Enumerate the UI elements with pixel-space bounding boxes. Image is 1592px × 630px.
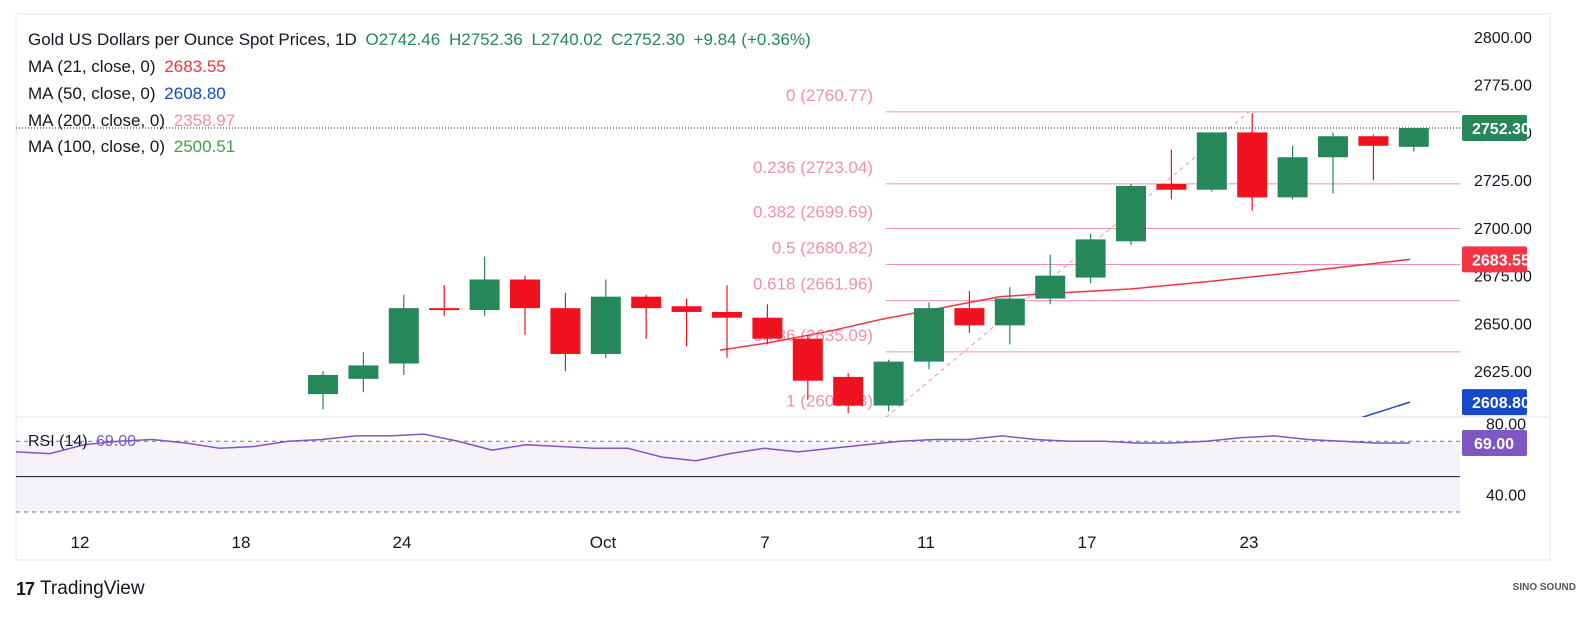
- candle-down: [671, 306, 702, 312]
- ma50-line: [1360, 401, 1411, 417]
- candle-up: [873, 361, 904, 406]
- price-axis-tick: 2800.00: [1474, 30, 1532, 47]
- rsi-axis-tick: 40.00: [1486, 487, 1526, 504]
- ma50-legend[interactable]: MA (50, close, 0) 2608.80: [28, 84, 230, 104]
- candle-up: [388, 308, 419, 364]
- rsi-line: [15, 433, 1410, 462]
- price-tag-label: 2752.30: [1472, 121, 1530, 138]
- symbol-title: Gold US Dollars per Ounce Spot Prices, 1…: [28, 30, 357, 49]
- candle-down: [712, 311, 742, 318]
- price-axis-tick: 2725.00: [1474, 173, 1532, 190]
- rsi-label: RSI (14): [28, 433, 88, 450]
- tradingview-logo-icon: 17: [16, 578, 35, 599]
- time-axis-tick: 18: [232, 533, 251, 552]
- candles-group: [308, 113, 1429, 414]
- candle-down: [792, 338, 823, 381]
- price-axis-tick: 2650.00: [1474, 316, 1532, 333]
- ohlc-change: +9.84 (+0.36%): [693, 30, 811, 49]
- candle-up: [1075, 239, 1106, 278]
- ma50-value: 2608.80: [164, 84, 226, 103]
- ohlc-high: H2752.36: [448, 30, 523, 49]
- candle-down: [1358, 136, 1389, 146]
- chart-frame: [15, 13, 1551, 561]
- ma21-value: 2683.55: [164, 57, 226, 76]
- candle-down: [510, 279, 540, 309]
- ma200-legend[interactable]: MA (200, close, 0) 2358.97: [28, 111, 239, 131]
- ma21-line: [719, 258, 1411, 351]
- fib-group: 0 (2760.77) 0.236 (2723.04) 0.382 (2699.69…: [719, 86, 1460, 417]
- candle-down: [1237, 132, 1268, 198]
- candle-up: [1398, 128, 1429, 147]
- candle-down: [833, 376, 864, 406]
- candle-down: [631, 296, 662, 309]
- candle-up: [914, 308, 944, 362]
- time-axis-tick: 12: [71, 533, 90, 552]
- candle-down: [550, 308, 581, 354]
- fib-level-label: 0.236 (2723.04): [753, 158, 873, 177]
- candle-up: [348, 365, 379, 379]
- symbol-header: Gold US Dollars per Ounce Spot Prices, 1…: [28, 30, 815, 50]
- candle-down: [752, 317, 783, 339]
- brand-name: TradingView: [40, 578, 145, 599]
- candle-up: [1116, 185, 1146, 242]
- candle-up: [1196, 132, 1227, 190]
- fib-level-label: 0 (2760.77): [786, 86, 873, 105]
- ma50-label: MA (50, close, 0): [28, 84, 156, 103]
- price-tag: [1462, 389, 1527, 416]
- candle-up: [1277, 157, 1308, 198]
- rsi-tag-label: 69.00: [1474, 436, 1514, 453]
- time-axis-tick: 7: [760, 533, 769, 552]
- rsi-axis-tick: 80.00: [1486, 417, 1526, 434]
- time-axis-tick: 17: [1078, 533, 1097, 552]
- ma21-label: MA (21, close, 0): [28, 57, 156, 76]
- candle-down: [429, 308, 460, 311]
- candle-up: [1318, 136, 1348, 158]
- ma100-value: 2500.51: [173, 137, 236, 156]
- candle-up: [469, 279, 500, 311]
- price-axis-tick: 2775.00: [1474, 78, 1532, 95]
- fib-level-label: 0.618 (2661.96): [753, 275, 873, 294]
- candle-down: [954, 308, 985, 326]
- candle-up: [308, 374, 338, 395]
- price-tag: [1462, 246, 1527, 273]
- fib-level-label: 0.382 (2699.69): [753, 203, 873, 222]
- ma100-legend[interactable]: MA (100, close, 0) 2500.51: [28, 137, 239, 157]
- fib-level-label: 0.5 (2680.82): [772, 239, 873, 258]
- time-axis-tick: Oct: [590, 533, 617, 552]
- price-tag: [1462, 115, 1527, 142]
- price-tag-label: 2608.80: [1472, 395, 1530, 412]
- rsi-value: 69.00: [96, 433, 137, 450]
- time-axis-tick: 24: [393, 533, 412, 552]
- ohlc-close: C2752.30: [611, 30, 685, 49]
- rsi-tag: [1462, 430, 1527, 456]
- ma200-value: 2358.97: [173, 111, 236, 130]
- price-axis-tick: 2700.00: [1474, 221, 1532, 238]
- ma200-label: MA (200, close, 0): [28, 111, 166, 130]
- candle-up: [994, 298, 1025, 326]
- ma100-label: MA (100, close, 0): [28, 137, 166, 156]
- price-axis-tick: 2675.00: [1474, 269, 1532, 286]
- price-axis-tick: 2625.00: [1474, 364, 1532, 381]
- candle-down: [1156, 183, 1187, 190]
- ohlc-low: L2740.02: [531, 30, 603, 49]
- tradingview-brand[interactable]: 17 TradingView: [16, 578, 145, 600]
- rsi-legend[interactable]: RSI (14) 69.00: [28, 433, 140, 451]
- candle-up: [1035, 275, 1066, 299]
- ma21-legend[interactable]: MA (21, close, 0) 2683.55: [28, 57, 230, 77]
- watermark: SINO SOUND: [1512, 582, 1576, 593]
- price-tag-label: 2683.55: [1472, 252, 1530, 269]
- candle-up: [590, 296, 621, 354]
- ohlc-open: O2742.46: [365, 30, 441, 49]
- time-axis-tick: 11: [917, 533, 935, 552]
- fib-trend-line: [885, 111, 1250, 417]
- time-axis-tick: 23: [1240, 533, 1259, 552]
